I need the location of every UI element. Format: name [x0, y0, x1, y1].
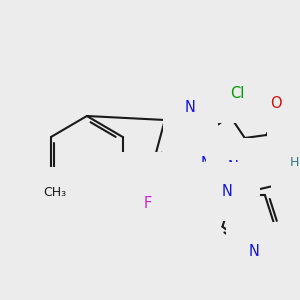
Text: H: H: [290, 157, 299, 169]
Text: F: F: [144, 196, 152, 211]
Text: N: N: [201, 155, 212, 170]
Text: CH₃: CH₃: [44, 185, 67, 199]
Text: O: O: [271, 95, 282, 110]
Text: N: N: [289, 143, 300, 158]
Text: N: N: [227, 160, 239, 175]
Text: N: N: [248, 244, 259, 259]
Text: F: F: [164, 173, 172, 188]
Text: N: N: [222, 184, 233, 199]
Text: Cl: Cl: [230, 86, 244, 101]
Text: F: F: [120, 173, 128, 188]
Text: O: O: [67, 193, 79, 208]
Text: N: N: [185, 100, 196, 116]
Text: N: N: [203, 154, 214, 169]
